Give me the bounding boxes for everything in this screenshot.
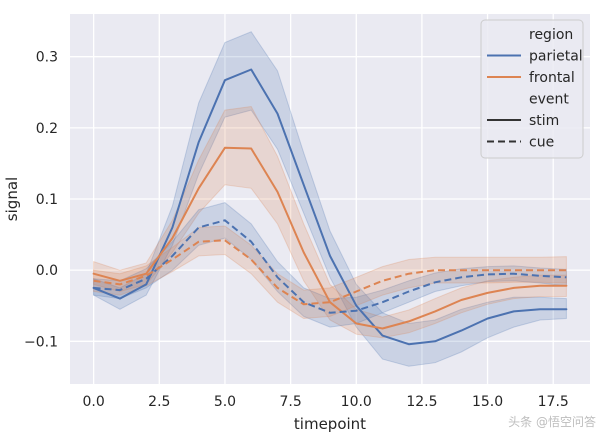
legend-label-stim: stim: [529, 113, 559, 129]
y-tick-label: 0.2: [36, 121, 58, 137]
y-tick-label: 0.1: [36, 192, 58, 208]
x-axis-ticks: 0.0 2.5 5.0 7.5 10.0 12.5 15.0 17.5: [83, 394, 569, 410]
x-tick-label: 17.5: [538, 394, 569, 410]
x-tick-label: 7.5: [279, 394, 301, 410]
y-tick-label: −0.1: [24, 334, 58, 350]
watermark-text: 头条 @悟空问答: [508, 415, 596, 429]
y-axis-ticks: −0.1 0.0 0.1 0.2 0.3: [24, 50, 58, 351]
series-line-parietal-cue: [93, 219, 567, 314]
y-axis-label: signal: [3, 177, 21, 221]
legend-title-event: event: [529, 92, 569, 108]
legend-label-cue: cue: [529, 135, 554, 151]
x-tick-label: 15.0: [472, 394, 503, 410]
ci-band-frontal-cue: [93, 225, 567, 320]
y-tick-label: 0.3: [36, 50, 58, 66]
x-axis-label: timepoint: [294, 415, 366, 433]
legend-label-parietal: parietal: [529, 49, 583, 65]
legend-title-region: region: [529, 27, 573, 43]
x-tick-label: 5.0: [214, 394, 236, 410]
x-tick-label: 12.5: [406, 394, 437, 410]
confidence-bands: [93, 31, 567, 367]
series-line-parietal-stim: [92, 68, 568, 346]
ci-band-frontal-stim: [93, 105, 567, 339]
x-tick-label: 10.0: [341, 394, 372, 410]
series-line-frontal-stim: [92, 146, 568, 330]
legend: region parietal frontal event stim cue: [480, 19, 584, 159]
legend-label-frontal: frontal: [529, 70, 575, 86]
series-line-frontal-cue: [93, 239, 567, 306]
x-tick-label: 0.0: [83, 394, 105, 410]
ci-band-parietal-stim: [93, 31, 567, 367]
y-tick-label: 0.0: [36, 263, 58, 279]
series-lines: [92, 68, 568, 346]
x-tick-label: 2.5: [148, 394, 170, 410]
